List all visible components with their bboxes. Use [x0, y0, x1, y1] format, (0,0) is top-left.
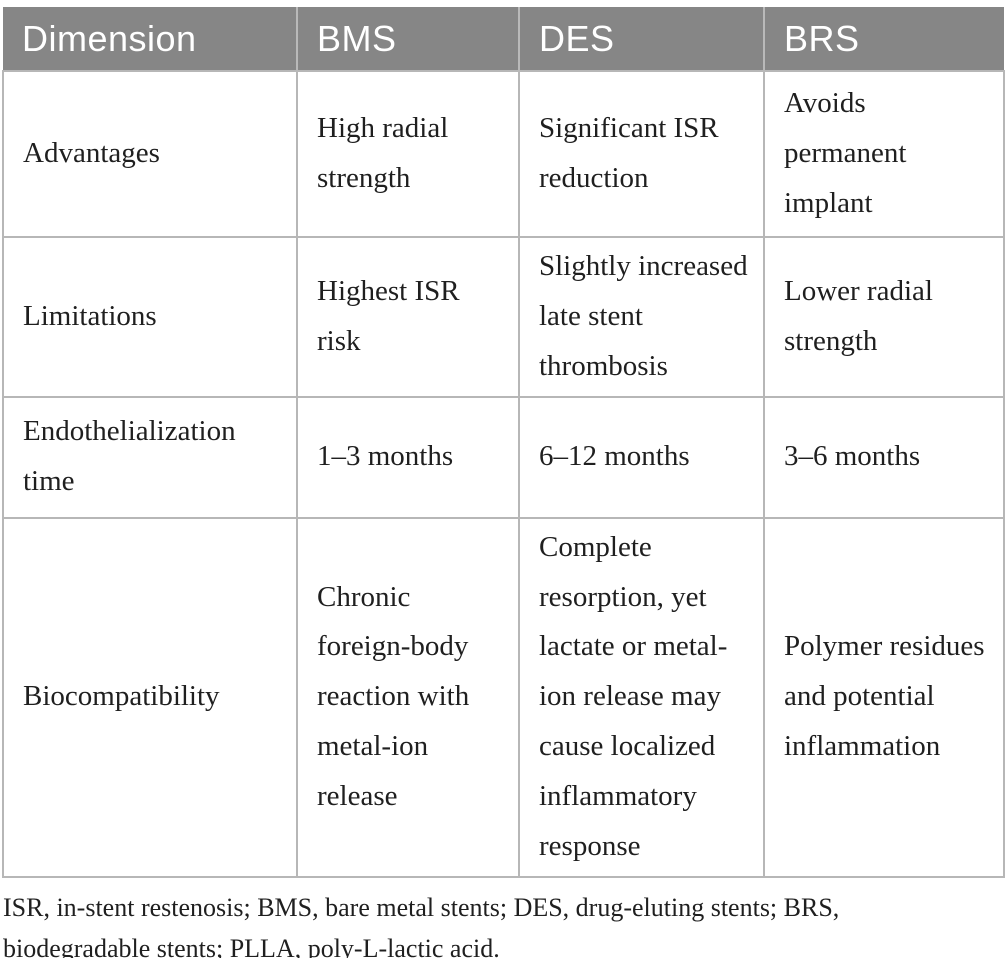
column-header-bms: BMS — [296, 7, 519, 71]
cell-limitations-bms: Highest ISR risk — [296, 236, 520, 398]
table-row-advantages: Advantages High radial strength Signific… — [2, 70, 1005, 238]
cell-endothelialization-bms: 1–3 months — [296, 395, 520, 519]
stent-comparison-table: Dimension BMS DES BRS Advantages High ra… — [2, 7, 1005, 878]
table-footnote: ISR, in-stent restenosis; BMS, bare meta… — [3, 892, 840, 958]
table-row-endothelialization-time: Endothelialization time 1–3 months 6–12 … — [2, 395, 1005, 519]
cell-advantages-des: Significant ISR reduction — [518, 70, 765, 238]
cell-endothelialization-brs: 3–6 months — [763, 395, 1005, 519]
row-label-biocompatibility: Biocompatibility — [2, 516, 298, 878]
row-label-advantages: Advantages — [2, 70, 298, 238]
cell-biocompatibility-brs: Polymer residues and potential inflammat… — [763, 516, 1005, 878]
column-header-brs: BRS — [763, 7, 1004, 71]
row-label-limitations: Limitations — [2, 236, 298, 398]
table-header-row: Dimension BMS DES BRS — [3, 7, 1004, 71]
column-header-des: DES — [518, 7, 764, 71]
cell-advantages-brs: Avoids permanent implant — [763, 70, 1005, 238]
column-header-dimension: Dimension — [3, 7, 297, 71]
table-row-limitations: Limitations Highest ISR risk Slightly in… — [2, 236, 1005, 398]
cell-limitations-des: Slightly increased late stent thrombosis — [518, 236, 765, 398]
row-label-endothelialization-time: Endothelialization time — [2, 395, 298, 519]
cell-limitations-brs: Lower radial strength — [763, 236, 1005, 398]
cell-endothelialization-des: 6–12 months — [518, 395, 765, 519]
cell-biocompatibility-des: Complete resorption, yet lactate or meta… — [518, 516, 765, 878]
cell-biocompatibility-bms: Chronic foreign-body reaction with metal… — [296, 516, 520, 878]
cell-advantages-bms: High radial strength — [296, 70, 520, 238]
table-row-biocompatibility: Biocompatibility Chronic foreign-body re… — [2, 516, 1005, 878]
